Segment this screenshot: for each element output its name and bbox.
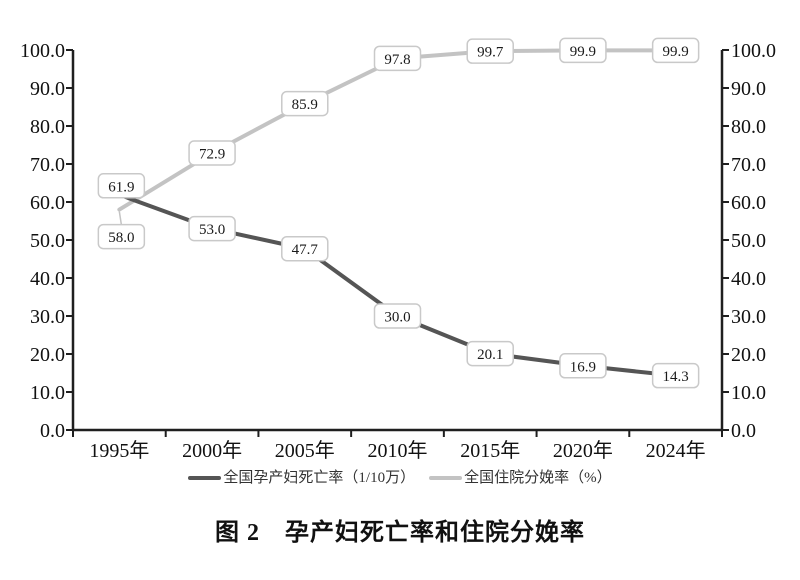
y-tick-label-right: 80.0 bbox=[731, 116, 766, 138]
y-tick-label-left: 70.0 bbox=[30, 154, 65, 176]
point-value-label: 99.9 bbox=[559, 37, 607, 64]
point-value-text: 99.9 bbox=[570, 44, 596, 60]
point-value-box bbox=[188, 215, 236, 242]
y-tick-label-right: 100.0 bbox=[731, 40, 776, 62]
point-value-text: 99.7 bbox=[477, 45, 504, 61]
legend-label: 全国住院分娩率（%） bbox=[464, 470, 612, 486]
point-value-text: 16.9 bbox=[570, 359, 596, 375]
legend-item: 全国住院分娩率（%） bbox=[429, 466, 612, 490]
y-tick-label-right: 40.0 bbox=[731, 268, 766, 290]
y-tick-label-left: 60.0 bbox=[30, 192, 65, 214]
point-value-text: 61.9 bbox=[108, 179, 134, 195]
point-value-box bbox=[97, 173, 146, 199]
point-value-text: 72.9 bbox=[199, 146, 225, 162]
x-tick-label: 2010年 bbox=[368, 439, 428, 462]
point-value-box bbox=[559, 37, 607, 64]
y-tick-label-right: 30.0 bbox=[731, 306, 766, 328]
x-tick-label: 2020年 bbox=[553, 439, 613, 462]
point-value-label: 72.9 bbox=[188, 140, 236, 166]
point-value-box bbox=[466, 340, 514, 367]
y-tick-label-right: 0.0 bbox=[731, 420, 756, 442]
x-tick-label: 2000年 bbox=[182, 439, 242, 462]
point-value-text: 20.1 bbox=[477, 347, 503, 363]
point-value-box bbox=[373, 303, 422, 329]
point-value-box bbox=[559, 353, 607, 379]
label-leader-line bbox=[118, 211, 123, 225]
chart-legend: 全国孕产妇死亡率（1/10万） 全国住院分娩率（%） bbox=[0, 466, 800, 490]
point-value-label: 20.1 bbox=[466, 340, 514, 367]
point-value-box bbox=[188, 140, 236, 166]
y-tick-label-right: 20.0 bbox=[731, 344, 766, 366]
point-value-text: 99.9 bbox=[663, 44, 689, 60]
point-value-text: 85.9 bbox=[292, 97, 318, 113]
legend-item: 全国孕产妇死亡率（1/10万） bbox=[188, 466, 415, 490]
x-tick-label: 2005年 bbox=[275, 439, 335, 462]
y-tick-label-left: 50.0 bbox=[30, 230, 65, 252]
line-chart-plot: 0.0 0.0 10.0 10.0 20.0 20.0 30.0 30.0 40.0 40.0 50… bbox=[20, 37, 776, 462]
point-value-box bbox=[651, 37, 700, 64]
y-tick-label-right: 60.0 bbox=[731, 192, 766, 214]
y-tick-label-left: 10.0 bbox=[30, 382, 65, 404]
figure-caption: 图 2 孕产妇死亡率和住院分娩率 bbox=[215, 520, 585, 546]
point-value-text: 47.7 bbox=[292, 242, 319, 258]
point-value-label: 97.8 bbox=[373, 45, 422, 72]
y-tick-label-left: 100.0 bbox=[20, 40, 65, 62]
point-value-text: 30.0 bbox=[384, 310, 410, 326]
x-tick-label: 1995年 bbox=[89, 439, 149, 462]
point-value-label: 30.0 bbox=[373, 303, 422, 329]
point-value-box bbox=[281, 235, 329, 262]
y-tick-label-right: 90.0 bbox=[731, 78, 766, 100]
y-tick-label-left: 0.0 bbox=[40, 420, 65, 442]
legend-line-swatch bbox=[188, 476, 222, 480]
y-tick-label-left: 90.0 bbox=[30, 78, 65, 100]
point-value-label: 99.7 bbox=[466, 38, 514, 64]
x-tick-label: 2015年 bbox=[460, 439, 520, 462]
y-tick-label-right: 10.0 bbox=[731, 382, 766, 404]
y-tick-label-left: 40.0 bbox=[30, 268, 65, 290]
legend-line-swatch bbox=[429, 476, 463, 480]
y-tick-label-right: 50.0 bbox=[731, 230, 766, 252]
point-value-label: 16.9 bbox=[559, 353, 607, 379]
point-value-label: 58.0 bbox=[97, 223, 146, 250]
y-tick-label-left: 20.0 bbox=[30, 344, 65, 366]
point-value-text: 58.0 bbox=[108, 230, 134, 246]
point-value-label: 53.0 bbox=[188, 215, 236, 242]
point-value-label: 85.9 bbox=[281, 90, 329, 117]
y-tick-label-left: 80.0 bbox=[30, 116, 65, 138]
point-value-box bbox=[281, 90, 329, 117]
point-value-box bbox=[466, 38, 514, 64]
point-value-text: 14.3 bbox=[663, 369, 689, 385]
point-value-text: 97.8 bbox=[384, 52, 410, 68]
point-value-label: 99.9 bbox=[651, 37, 700, 64]
y-tick-label-left: 30.0 bbox=[30, 306, 65, 328]
point-value-box bbox=[373, 45, 422, 72]
legend-label: 全国孕产妇死亡率（1/10万） bbox=[223, 470, 416, 486]
x-tick-label: 2024年 bbox=[646, 439, 706, 462]
point-value-label: 61.9 bbox=[97, 173, 146, 199]
point-value-box bbox=[97, 223, 146, 250]
y-tick-label-right: 70.0 bbox=[731, 154, 766, 176]
point-value-label: 47.7 bbox=[281, 235, 329, 262]
series-line bbox=[117, 48, 678, 212]
point-value-box bbox=[651, 362, 700, 389]
point-value-label: 14.3 bbox=[651, 362, 700, 389]
point-value-text: 53.0 bbox=[199, 222, 225, 238]
